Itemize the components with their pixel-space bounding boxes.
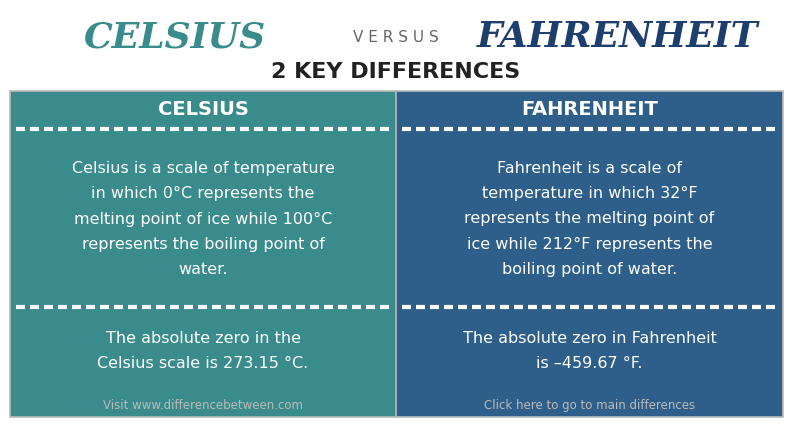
Text: FAHRENHEIT: FAHRENHEIT — [521, 100, 658, 119]
Text: The absolute zero in Fahrenheit
is –459.67 °F.: The absolute zero in Fahrenheit is –459.… — [462, 330, 716, 370]
Text: V E R S U S: V E R S U S — [353, 29, 439, 44]
Text: Celsius is a scale of temperature
in which 0°C represents the
melting point of i: Celsius is a scale of temperature in whi… — [71, 161, 335, 276]
Text: CELSIUS: CELSIUS — [158, 100, 248, 119]
Text: FAHRENHEIT: FAHRENHEIT — [477, 20, 759, 54]
Text: Click here to go to main differences: Click here to go to main differences — [484, 399, 695, 412]
Text: CELSIUS: CELSIUS — [84, 20, 266, 54]
Bar — [396, 92, 783, 417]
Bar — [10, 92, 783, 417]
Text: Visit www.differencebetween.com: Visit www.differencebetween.com — [103, 399, 303, 412]
Bar — [10, 92, 396, 417]
Text: The absolute zero in the
Celsius scale is 273.15 °C.: The absolute zero in the Celsius scale i… — [98, 330, 308, 370]
Text: 2 KEY DIFFERENCES: 2 KEY DIFFERENCES — [271, 62, 521, 82]
Text: Fahrenheit is a scale of
temperature in which 32°F
represents the melting point : Fahrenheit is a scale of temperature in … — [465, 161, 714, 276]
